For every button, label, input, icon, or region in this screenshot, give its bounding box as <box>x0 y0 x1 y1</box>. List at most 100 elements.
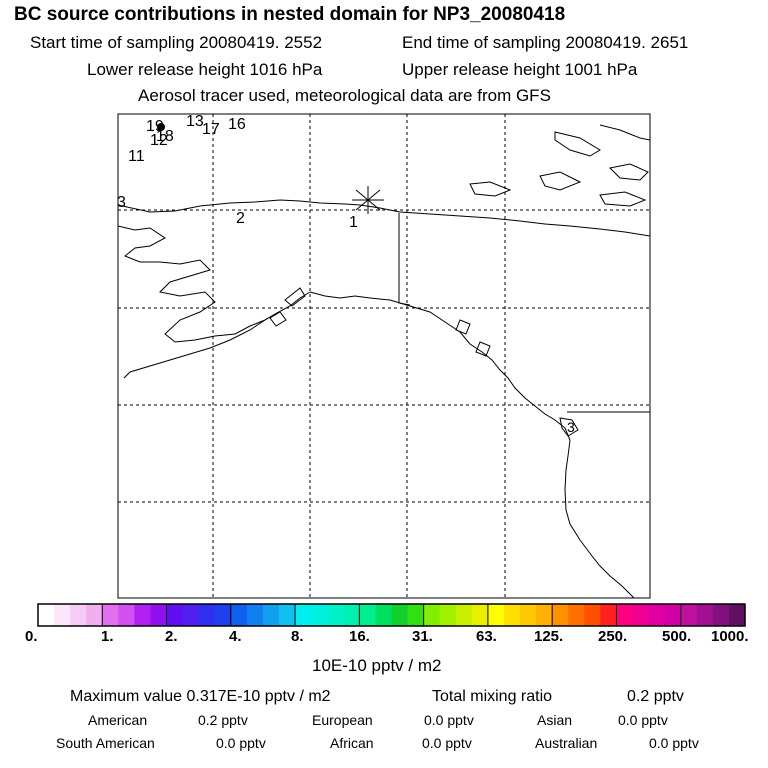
region-name: American <box>88 712 148 728</box>
colorbar-segment <box>230 604 248 626</box>
region-name: European <box>312 712 373 728</box>
tick-label: 0. <box>25 628 38 645</box>
tick-label: 125. <box>534 628 564 645</box>
tick-label: 31. <box>412 628 433 645</box>
colorbar-segment <box>520 604 537 626</box>
upper-release-label: Upper release height 1001 hPa <box>402 60 638 79</box>
start-time-label: Start time of sampling 20080419. 2552 <box>30 33 323 52</box>
tick-label: 500. <box>662 628 692 645</box>
colorbar-segment <box>471 604 489 626</box>
total-mixing-label: Total mixing ratio <box>432 688 553 705</box>
colorbar-segment <box>166 604 184 626</box>
colorbar-border <box>37 603 746 627</box>
colorbar-segment <box>616 604 634 626</box>
track-label: 18 <box>156 128 174 145</box>
colorbar-segment <box>648 604 666 626</box>
colorbar-segment <box>407 604 425 626</box>
colorbar-segment <box>439 604 457 626</box>
max-value-label: Maximum value 0.317E-10 pptv / m2 <box>70 688 331 705</box>
colorbar-segment <box>487 604 505 626</box>
tick-label: 1000. <box>711 628 749 645</box>
colorbar-segment <box>86 604 103 626</box>
colorbar-segment <box>600 604 617 626</box>
colorbar-segment <box>391 604 409 626</box>
colorbar-segment <box>664 604 682 626</box>
colorbar-segment <box>503 604 521 626</box>
colorbar-segment <box>552 604 569 626</box>
region-value: 0.0 pptv <box>618 712 668 728</box>
colorbar-segment <box>70 604 87 626</box>
source-dot <box>157 123 165 131</box>
colorbar-segment <box>214 604 232 626</box>
tick-label: 16. <box>349 628 370 645</box>
colorbar-segment <box>311 604 328 626</box>
colorbar-segment <box>536 604 553 626</box>
track-label: 19 <box>146 118 164 135</box>
lower-release-label: Lower release height 1016 hPa <box>87 60 323 79</box>
colorbar-segment <box>102 604 119 626</box>
map-gridlines <box>118 114 650 598</box>
region-value: 0.0 pptv <box>649 735 699 751</box>
colorbar-segment <box>198 604 216 626</box>
track-label: 1 <box>349 214 358 231</box>
colorbar-segment <box>343 604 360 626</box>
colorbar-segment <box>246 604 264 626</box>
borders <box>398 213 650 413</box>
region-value: 0.0 pptv <box>422 735 472 751</box>
region-value: 0.2 pptv <box>198 712 248 728</box>
colorbar-segment <box>696 604 714 626</box>
tick-label: 4. <box>229 628 242 645</box>
track-label: 16 <box>228 116 246 133</box>
colorbar-segment <box>728 604 746 626</box>
colorbar-segment <box>182 604 200 626</box>
tick-label: 8. <box>291 628 304 645</box>
track-label: 13 <box>186 113 204 130</box>
tracer-label: Aerosol tracer used, meteorological data… <box>138 86 551 105</box>
tick-label: 2. <box>165 628 178 645</box>
region-name: Asian <box>537 712 573 728</box>
tick-label: 1. <box>101 628 114 645</box>
colorbar-segment <box>584 604 601 626</box>
track-labels: 1 2 3 11 12 13 16 17 18 19 3 <box>117 113 575 435</box>
colorbar-segment <box>359 604 376 626</box>
colorbar-segment <box>712 604 730 626</box>
colorbar-segment <box>279 604 296 626</box>
colorbar-segment <box>118 604 135 626</box>
track-label: 17 <box>202 121 220 138</box>
colorbar <box>37 603 746 627</box>
colorbar-segment <box>375 604 392 626</box>
region-name: South American <box>56 735 155 751</box>
track-label: 3 <box>567 419 575 435</box>
colorbar-segment <box>423 604 441 626</box>
colorbar-unit: 10E-10 pptv / m2 <box>312 656 442 675</box>
map-frame <box>117 113 651 599</box>
region-name: African <box>330 735 374 751</box>
colorbar-segment <box>632 604 650 626</box>
region-name: Australian <box>535 735 598 751</box>
colorbar-segment <box>134 604 151 626</box>
colorbar-segment <box>680 604 698 626</box>
track-label: 12 <box>150 132 168 149</box>
tick-label: 63. <box>476 628 497 645</box>
track-label: 3 <box>117 194 126 211</box>
plot-title: BC source contributions in nested domain… <box>14 4 566 25</box>
colorbar-segment <box>262 604 280 626</box>
colorbar-segment <box>54 604 71 626</box>
colorbar-segment <box>295 604 312 626</box>
colorbar-segment <box>455 604 473 626</box>
end-time-label: End time of sampling 20080419. 2651 <box>402 33 689 52</box>
track-label: 2 <box>236 210 245 227</box>
map-panel: 1 2 3 11 12 13 16 17 18 19 3 <box>117 113 651 599</box>
colorbar-segment <box>568 604 585 626</box>
track-label: 11 <box>128 148 145 165</box>
colorbar-segment <box>327 604 344 626</box>
region-value: 0.0 pptv <box>424 712 474 728</box>
coastlines <box>118 124 650 598</box>
tick-label: 250. <box>598 628 628 645</box>
colorbar-segment <box>38 604 55 626</box>
total-mixing-value: 0.2 pptv <box>627 688 684 705</box>
receptor-star-icon <box>352 186 384 214</box>
colorbar-segment <box>150 604 168 626</box>
region-value: 0.0 pptv <box>216 735 266 751</box>
